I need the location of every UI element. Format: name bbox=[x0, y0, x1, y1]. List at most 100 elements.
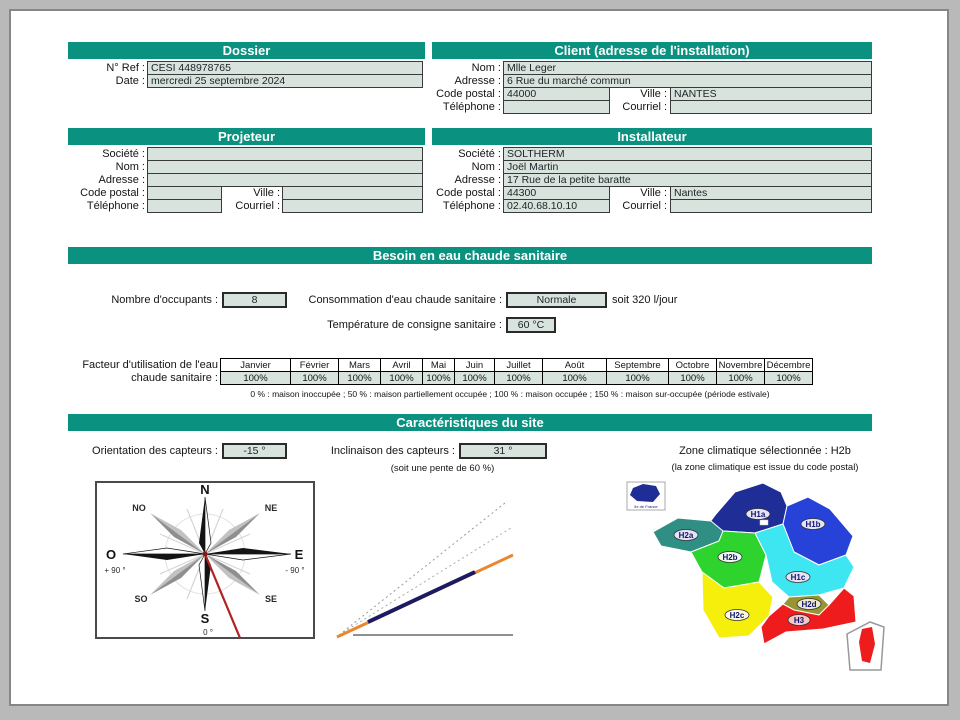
installateur-ville-label: Ville : bbox=[640, 187, 667, 199]
installateur-courriel-label: Courriel : bbox=[622, 200, 667, 212]
ile-de-france-inset: Ile de France bbox=[626, 481, 666, 511]
client-adresse-field[interactable]: 6 Rue du marché commun bbox=[503, 74, 872, 88]
conso-label: Consommation d'eau chaude sanitaire : bbox=[308, 294, 503, 306]
occupants-field[interactable]: 8 bbox=[222, 292, 287, 308]
inclinaison-field[interactable]: 31 ° bbox=[459, 443, 547, 459]
compass-rose-icon bbox=[122, 496, 292, 612]
installateur-section-header: Installateur bbox=[432, 128, 872, 145]
projeteur-nom-field[interactable] bbox=[147, 160, 423, 174]
facteur-value-cell[interactable]: 100% bbox=[542, 371, 607, 385]
client-tel-field[interactable] bbox=[503, 100, 610, 114]
month-cell: Janvier bbox=[220, 358, 291, 372]
installateur-adresse-label: Adresse : bbox=[454, 174, 501, 186]
installateur-societe-field[interactable]: SOLTHERM bbox=[503, 147, 872, 161]
facteur-value-cell[interactable]: 100% bbox=[380, 371, 423, 385]
zone-h2a-label: H2a bbox=[679, 531, 694, 540]
orientation-field[interactable]: -15 ° bbox=[222, 443, 287, 459]
facteur-value-cell[interactable]: 100% bbox=[764, 371, 813, 385]
slope-panel-segment bbox=[367, 570, 476, 624]
installateur-ville-field[interactable]: Nantes bbox=[670, 186, 872, 200]
installateur-courriel-field[interactable] bbox=[670, 199, 872, 213]
compass-ne-label: NE bbox=[265, 503, 278, 513]
ref-field[interactable]: CESI 448978765 bbox=[147, 61, 423, 75]
zone-climatique-note: (la zone climatique est issue du code po… bbox=[671, 462, 859, 473]
client-nom-field[interactable]: Mlle Leger bbox=[503, 61, 872, 75]
client-adresse-label: Adresse : bbox=[454, 75, 501, 87]
facteur-value-cell[interactable]: 100% bbox=[338, 371, 381, 385]
client-cp-field[interactable]: 44000 bbox=[503, 87, 610, 101]
corsica-shape bbox=[859, 627, 875, 663]
facteur-value-cell[interactable]: 100% bbox=[290, 371, 339, 385]
facteur-value-cell[interactable]: 100% bbox=[668, 371, 717, 385]
compass-n-label: N bbox=[200, 482, 209, 497]
facteur-note: 0 % : maison inoccupée ; 50 % : maison p… bbox=[250, 389, 770, 399]
facteur-value-cell[interactable]: 100% bbox=[454, 371, 495, 385]
month-cell: Décembre bbox=[764, 358, 813, 372]
zone-h3-region bbox=[760, 587, 857, 645]
facteur-value-cell[interactable]: 100% bbox=[494, 371, 543, 385]
date-label: Date : bbox=[115, 75, 145, 87]
client-courriel-label: Courriel : bbox=[622, 101, 667, 113]
ref-label: N° Ref : bbox=[106, 62, 145, 74]
facteur-value-cell[interactable]: 100% bbox=[220, 371, 291, 385]
installateur-nom-label: Nom : bbox=[471, 161, 501, 173]
zone-h1c-region bbox=[754, 523, 855, 598]
projeteur-adresse-label: Adresse : bbox=[98, 174, 145, 186]
site-section-header: Caractéristiques du site bbox=[68, 414, 872, 431]
occupants-label: Nombre d'occupants : bbox=[111, 294, 218, 306]
month-cell: Octobre bbox=[668, 358, 717, 372]
projeteur-cp-field[interactable] bbox=[147, 186, 222, 200]
ile-de-france-label: Ile de France bbox=[634, 504, 658, 509]
ile-de-france-shape bbox=[630, 484, 660, 502]
zone-h1c-label: H1c bbox=[791, 573, 806, 582]
zone-h1a-label: H1a bbox=[751, 510, 766, 519]
month-cell: Juin bbox=[454, 358, 495, 372]
facteur-value-cell[interactable]: 100% bbox=[716, 371, 765, 385]
month-cell: Septembre bbox=[606, 358, 669, 372]
projeteur-tel-field[interactable] bbox=[147, 199, 222, 213]
projeteur-societe-label: Société : bbox=[102, 148, 145, 160]
projeteur-adresse-field[interactable] bbox=[147, 173, 423, 187]
orientation-label: Orientation des capteurs : bbox=[92, 445, 218, 457]
projeteur-societe-field[interactable] bbox=[147, 147, 423, 161]
client-courriel-field[interactable] bbox=[670, 100, 872, 114]
france-climate-map: Ile de France H1a H1b H2a H2b H1c H2c H2… bbox=[626, 481, 885, 671]
month-cell: Février bbox=[290, 358, 339, 372]
installateur-cp-field[interactable]: 44300 bbox=[503, 186, 610, 200]
date-field[interactable]: mercredi 25 septembre 2024 bbox=[147, 74, 423, 88]
projeteur-courriel-label: Courriel : bbox=[235, 200, 280, 212]
client-ville-field[interactable]: NANTES bbox=[670, 87, 872, 101]
month-cell: Mai bbox=[422, 358, 455, 372]
paris-marker bbox=[759, 519, 769, 526]
installateur-tel-field[interactable]: 02.40.68.10.10 bbox=[503, 199, 610, 213]
installateur-tel-label: Téléphone : bbox=[442, 200, 501, 212]
projeteur-courriel-field[interactable] bbox=[282, 199, 423, 213]
conso-suffix: soit 320 l/jour bbox=[612, 294, 678, 306]
dossier-section-header: Dossier bbox=[68, 42, 425, 59]
client-tel-label: Téléphone : bbox=[442, 101, 501, 113]
facteur-table: Janvier Février Mars Avril Mai Juin Juil… bbox=[220, 358, 813, 385]
compass-zero-label: 0 ° bbox=[203, 628, 213, 637]
compass-no-label: NO bbox=[132, 503, 146, 513]
client-section-header: Client (adresse de l'installation) bbox=[432, 42, 872, 59]
month-cell: Mars bbox=[338, 358, 381, 372]
month-cell: Avril bbox=[380, 358, 423, 372]
temp-label: Température de consigne sanitaire : bbox=[327, 319, 502, 331]
compass-minus90-label: - 90 ° bbox=[285, 566, 304, 575]
projeteur-ville-field[interactable] bbox=[282, 186, 423, 200]
projeteur-section-header: Projeteur bbox=[68, 128, 425, 145]
conso-field[interactable]: Normale bbox=[506, 292, 607, 308]
facteur-value-cell[interactable]: 100% bbox=[422, 371, 455, 385]
zone-h2b-label: H2b bbox=[722, 553, 737, 562]
inclinaison-label: Inclinaison des capteurs : bbox=[330, 445, 455, 457]
installateur-adresse-field[interactable]: 17 Rue de la petite baratte bbox=[503, 173, 872, 187]
facteur-value-cell[interactable]: 100% bbox=[606, 371, 669, 385]
zone-h3-label: H3 bbox=[794, 616, 805, 625]
zone-h1a-region bbox=[709, 482, 788, 534]
installateur-nom-field[interactable]: Joël Martin bbox=[503, 160, 872, 174]
compass-so-label: SO bbox=[134, 594, 147, 604]
zone-h2c-label: H2c bbox=[730, 611, 745, 620]
facteur-value-row: 100% 100% 100% 100% 100% 100% 100% 100% … bbox=[220, 371, 813, 385]
compass-plus90-label: + 90 ° bbox=[104, 566, 125, 575]
temp-field[interactable]: 60 °C bbox=[506, 317, 556, 333]
